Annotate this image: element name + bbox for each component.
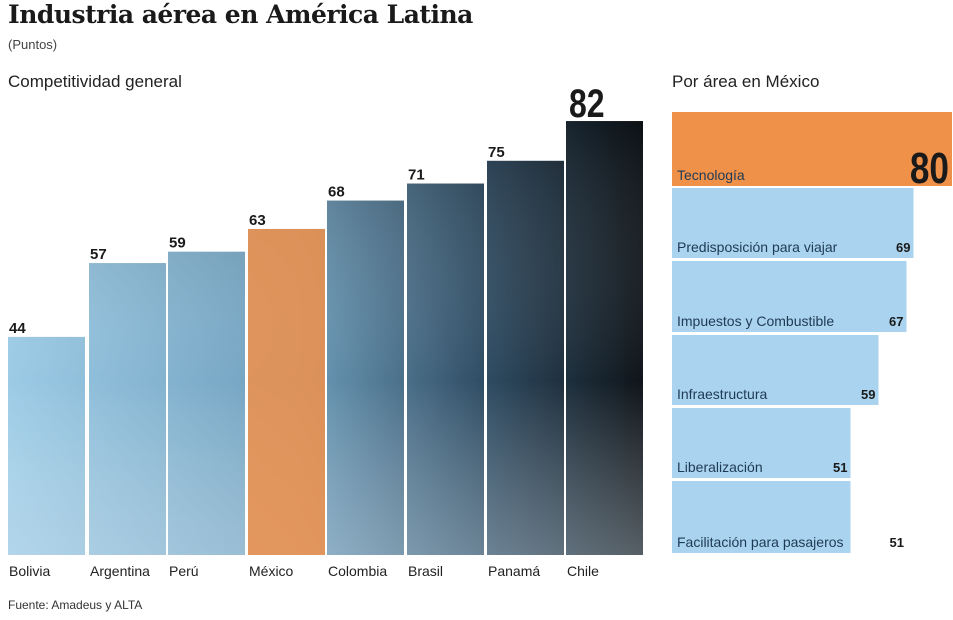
hbar-row: Tecnología 80	[672, 112, 952, 193]
hbar	[672, 408, 851, 478]
hbar-row: Facilitación para pasajeros 51	[672, 481, 904, 553]
chart-title: Industria aérea en América Latina	[8, 0, 473, 29]
source-note: Fuente: Amadeus y ALTA	[8, 598, 143, 612]
unit-label: (Puntos)	[8, 37, 58, 52]
category-label: Panamá	[488, 563, 540, 579]
hbar-value-label: 51	[833, 460, 847, 475]
hbar-row: Impuestos y Combustible 67	[672, 261, 907, 332]
hbar-category-label: Facilitación para pasajeros	[677, 534, 844, 550]
bar-value-label: 59	[169, 235, 186, 252]
hbar-row: Predisposición para viajar 69	[672, 188, 914, 258]
bar-value-label: 57	[90, 246, 107, 263]
hbar-row: Liberalización 51	[672, 408, 851, 478]
bar-méxico	[248, 228, 325, 555]
hbar-value-label: 59	[861, 387, 875, 402]
hbar	[672, 188, 914, 258]
hbar-category-label: Impuestos y Combustible	[677, 313, 834, 329]
bar-value-label: 44	[9, 320, 26, 337]
right-chart-title: Por área en México	[672, 72, 820, 91]
category-label: México	[249, 563, 294, 579]
bar-value-label: 82	[569, 81, 605, 126]
bar-colombia	[327, 200, 404, 555]
bar-chile	[566, 121, 643, 555]
hbar-value-label: 67	[889, 314, 903, 329]
category-label: Bolivia	[9, 563, 50, 579]
hbar	[672, 335, 879, 405]
hbar-category-label: Tecnología	[677, 167, 745, 183]
hbar-value-label: 51	[890, 535, 904, 550]
hbar-category-label: Infraestructura	[677, 386, 767, 402]
hbar-category-label: Liberalización	[677, 459, 763, 475]
hbar	[672, 261, 907, 332]
hbar-category-label: Predisposición para viajar	[677, 239, 838, 255]
bar-panamá	[487, 160, 564, 556]
bar-value-label: 63	[249, 212, 266, 229]
category-label: Chile	[567, 563, 599, 579]
hbar	[672, 481, 851, 553]
category-label: Brasil	[408, 563, 443, 579]
bar-argentina	[89, 263, 166, 555]
bar-value-label: 68	[328, 184, 345, 201]
hbar-value-label: 69	[896, 240, 910, 255]
category-label: Perú	[169, 563, 199, 579]
hbar-row: Infraestructura 59	[672, 335, 879, 405]
category-label: Argentina	[90, 563, 150, 579]
bar-perú	[168, 251, 245, 556]
bar-brasil	[407, 183, 484, 555]
bar-value-label: 71	[408, 167, 425, 184]
bar-bolivia	[8, 336, 85, 555]
category-label: Colombia	[328, 563, 387, 579]
bar-value-label: 75	[488, 144, 505, 161]
bars-layer	[8, 121, 643, 556]
left-chart-title: Competitividad general	[8, 72, 182, 91]
hbar	[672, 112, 952, 186]
hbar-value-label: 80	[910, 144, 949, 193]
